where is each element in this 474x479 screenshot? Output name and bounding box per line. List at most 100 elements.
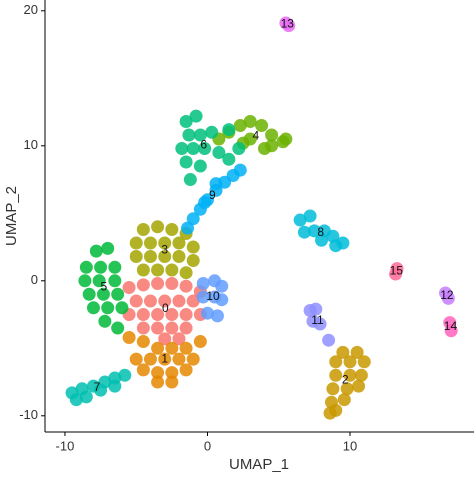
point xyxy=(136,308,150,322)
point xyxy=(209,177,223,191)
point xyxy=(222,152,236,166)
point xyxy=(179,308,193,322)
point xyxy=(122,331,136,344)
point xyxy=(108,260,122,274)
point xyxy=(165,308,179,322)
point xyxy=(357,355,371,369)
point xyxy=(175,142,189,155)
point xyxy=(151,366,165,380)
point xyxy=(326,382,340,396)
point xyxy=(282,19,296,33)
point xyxy=(186,240,200,254)
point xyxy=(108,274,122,288)
cluster-label: 14 xyxy=(444,319,458,333)
point xyxy=(297,225,311,239)
y-tick-label: -10 xyxy=(19,407,38,422)
point xyxy=(151,220,165,234)
point xyxy=(78,274,92,288)
point xyxy=(151,277,165,290)
cluster-label: 10 xyxy=(206,289,220,303)
point xyxy=(182,128,196,142)
point xyxy=(172,352,186,366)
cluster-label: 12 xyxy=(440,288,454,302)
point xyxy=(165,341,179,355)
point xyxy=(79,390,93,404)
y-tick-label: 10 xyxy=(24,137,38,152)
point xyxy=(172,332,186,346)
y-axis-label: UMAP_2 xyxy=(3,186,20,246)
point xyxy=(136,335,150,349)
point xyxy=(196,290,210,304)
point xyxy=(186,294,200,308)
point xyxy=(165,366,179,380)
point xyxy=(354,368,368,382)
point xyxy=(158,294,172,308)
point xyxy=(303,209,317,223)
point xyxy=(111,321,125,335)
point xyxy=(108,379,122,393)
point xyxy=(172,250,186,263)
point xyxy=(186,254,200,268)
point xyxy=(143,250,157,263)
point xyxy=(136,321,150,335)
point xyxy=(172,236,186,250)
cluster-label: 6 xyxy=(200,138,207,152)
point xyxy=(186,212,200,226)
point xyxy=(165,277,179,290)
cluster-label: 15 xyxy=(390,264,404,278)
x-tick-label: 10 xyxy=(343,438,357,453)
point xyxy=(179,279,193,293)
point xyxy=(158,250,172,263)
cluster-label: 2 xyxy=(342,373,349,387)
point xyxy=(441,291,455,305)
point xyxy=(111,287,125,301)
point xyxy=(151,341,165,355)
point xyxy=(129,236,143,250)
point xyxy=(198,142,212,155)
point xyxy=(243,115,257,128)
point xyxy=(181,221,195,235)
point xyxy=(265,139,279,153)
point xyxy=(165,321,179,335)
point xyxy=(179,155,193,169)
point xyxy=(323,406,337,420)
point xyxy=(329,368,343,382)
point xyxy=(158,332,172,346)
x-tick-label: 0 xyxy=(204,438,211,453)
point xyxy=(143,236,157,250)
point xyxy=(337,393,351,407)
point xyxy=(293,213,307,227)
point xyxy=(165,263,179,277)
cluster-label: 0 xyxy=(162,301,169,315)
point xyxy=(232,142,246,155)
point xyxy=(143,352,157,366)
cluster-label: 9 xyxy=(209,188,216,202)
point xyxy=(129,294,143,308)
point xyxy=(198,196,212,209)
y-tick-label: 0 xyxy=(31,272,38,287)
point xyxy=(309,302,323,316)
point xyxy=(215,279,229,293)
x-tick-label: -10 xyxy=(56,438,75,453)
cluster-label: 5 xyxy=(100,280,107,294)
points xyxy=(65,16,458,420)
point xyxy=(136,278,150,292)
point xyxy=(92,274,106,288)
cluster-label: 1 xyxy=(161,352,168,366)
x-axis-label: UMAP_1 xyxy=(229,456,289,473)
point xyxy=(183,173,197,187)
point xyxy=(151,375,165,389)
point xyxy=(136,263,150,277)
cluster-label: 13 xyxy=(281,16,295,30)
point xyxy=(136,223,150,236)
point xyxy=(313,317,327,331)
point xyxy=(118,368,132,382)
point xyxy=(343,355,357,369)
point xyxy=(314,233,328,247)
point xyxy=(151,263,165,277)
point xyxy=(136,363,150,377)
point xyxy=(336,345,350,359)
point xyxy=(255,119,269,133)
point xyxy=(98,314,112,328)
